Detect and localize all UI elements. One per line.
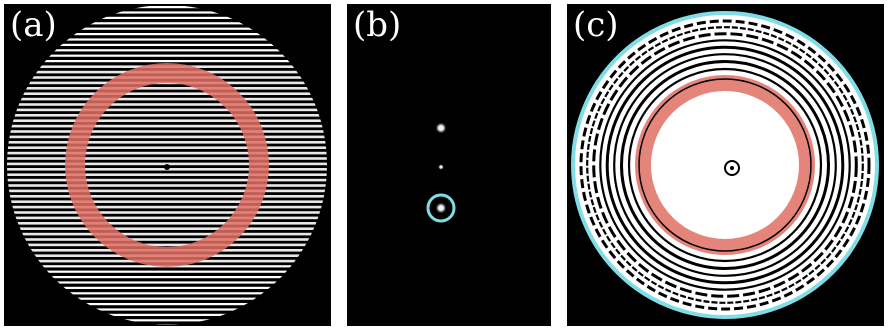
fringe-stripe	[7, 173, 327, 176]
fringe-ring	[586, 26, 864, 304]
panel-c-label: (c)	[573, 5, 619, 45]
fringe-stripe	[7, 54, 327, 57]
fringe-stripe	[7, 27, 327, 30]
fringe-stripe	[7, 157, 327, 160]
fringe-stripe	[7, 276, 327, 279]
fringe-stripe	[7, 16, 327, 19]
fringe-stripe	[7, 38, 327, 41]
fringe-stripe	[7, 222, 327, 225]
upper-order-spot	[435, 122, 447, 134]
fringe-ring	[627, 67, 823, 263]
fringe-stripe	[7, 92, 327, 95]
fringe-stripe	[7, 114, 327, 117]
panel-a-hologram: (a)	[4, 4, 331, 326]
fringe-stripe	[7, 49, 327, 52]
fringe-stripe	[7, 227, 327, 230]
fringe-stripe	[7, 319, 327, 322]
fringe-ring	[599, 39, 851, 291]
fringe-stripe	[7, 303, 327, 306]
fringe-stripe	[7, 216, 327, 220]
fringe-stripe	[7, 6, 327, 9]
fringe-stripe	[7, 281, 327, 284]
panel-b-label: (b)	[353, 5, 402, 45]
fringe-stripe	[7, 43, 327, 46]
fringe-stripe	[7, 146, 327, 149]
fringe-stripe	[7, 33, 327, 36]
lower-order-spot	[435, 202, 447, 214]
annulus-highlight-ring	[635, 75, 815, 255]
center-defect-dot	[730, 166, 734, 170]
fringe-stripe	[7, 297, 327, 300]
fringe-ring	[579, 19, 871, 311]
center-spot	[164, 164, 170, 170]
inner-boundary-line	[638, 78, 812, 252]
fringe-stripe	[7, 130, 327, 133]
fringe-stripe	[7, 232, 327, 236]
fringe-stripe	[7, 238, 327, 241]
concentric-fringes	[579, 19, 871, 311]
fringe-ring	[620, 60, 830, 270]
fringe-ring	[592, 32, 858, 298]
fringe-stripe	[7, 135, 327, 139]
aperture-boundary-circle	[571, 11, 879, 319]
fringe-stripe	[7, 162, 327, 166]
fringe-stripe	[7, 11, 327, 14]
fringe-stripe	[7, 270, 327, 273]
fringe-stripe	[7, 178, 327, 182]
zero-order-spot	[438, 164, 444, 170]
fringe-stripe	[7, 313, 327, 316]
center-defect-ring	[724, 160, 740, 176]
fringe-stripe	[7, 195, 327, 198]
panel-a-label: (a)	[10, 5, 57, 45]
fringe-ring	[605, 45, 845, 285]
fringe-stripe	[7, 141, 327, 144]
fringe-stripe	[7, 151, 327, 155]
panel-b-spectrum: (b)	[347, 4, 551, 326]
hologram-fringe-image	[7, 6, 327, 325]
fringe-stripe	[7, 22, 327, 25]
fringe-stripe	[7, 243, 327, 247]
selected-order-circle	[426, 193, 456, 223]
fringe-stripe	[7, 119, 327, 122]
reconstructed-phase-image	[571, 11, 879, 319]
fringe-stripe	[7, 108, 327, 112]
fringe-ring	[613, 53, 837, 277]
fringe-stripe	[7, 124, 327, 128]
fringe-stripe	[7, 308, 327, 311]
fringe-stripe	[7, 184, 327, 187]
fringe-stripe	[7, 286, 327, 289]
panel-c-reconstruction: (c)	[567, 4, 884, 326]
fringe-stripe	[7, 211, 327, 214]
fringe-stripe	[7, 205, 327, 209]
fringe-stripe	[7, 60, 327, 63]
annulus-highlight-ring	[65, 63, 269, 267]
fringe-stripe	[7, 292, 327, 295]
fringe-stripe	[7, 87, 327, 90]
fringe-stripe	[7, 324, 327, 325]
fringe-stripe	[7, 97, 327, 101]
fourier-spectrum-image	[426, 122, 456, 223]
fringe-stripe	[7, 103, 327, 106]
fringe-stripe	[7, 189, 327, 193]
fringe-stripe	[7, 200, 327, 203]
